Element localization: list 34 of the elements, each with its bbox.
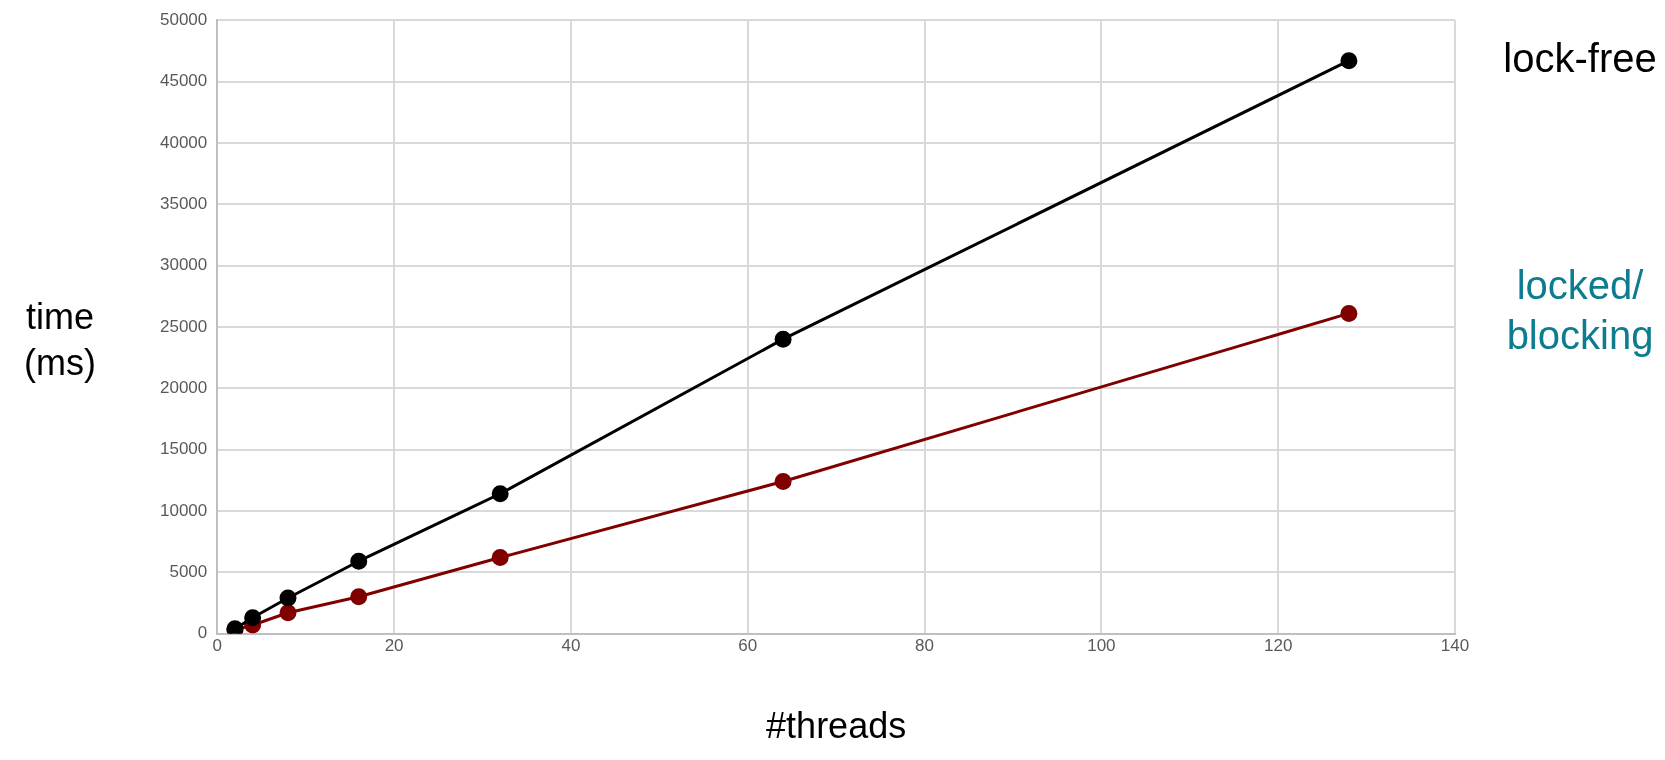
point: [279, 604, 297, 622]
y-tick-label: 40000: [159, 132, 208, 152]
x-tick-label: 0: [212, 636, 223, 656]
x-tick-label: 140: [1440, 636, 1470, 656]
point: [350, 588, 368, 606]
y-tick-label: 0: [197, 623, 208, 643]
y-tick-label: 30000: [159, 255, 208, 275]
point: [774, 472, 792, 490]
point: [350, 552, 368, 570]
x-tick-label: 40: [561, 636, 581, 656]
point: [279, 589, 297, 607]
x-tick-label: 80: [915, 636, 935, 656]
y-tick-label: 20000: [159, 377, 208, 397]
y-tick-label: 35000: [159, 193, 208, 213]
y-tick-label: 10000: [159, 500, 208, 520]
x-tick-label: 120: [1263, 636, 1293, 656]
point: [244, 609, 262, 627]
x-axis-title: #threads: [766, 704, 907, 746]
point: [1340, 52, 1358, 70]
point: [774, 330, 792, 348]
point: [491, 485, 509, 503]
point: [1340, 304, 1358, 322]
point: [491, 549, 509, 567]
x-tick-label: 20: [384, 636, 404, 656]
y-tick-label: 5000: [169, 561, 208, 581]
y-axis-title: time (ms): [24, 295, 96, 383]
y-tick-label: 15000: [159, 439, 208, 459]
x-tick-label: 100: [1087, 636, 1116, 656]
x-tick-label: 60: [738, 636, 758, 656]
text: lock-free: [1503, 35, 1657, 80]
y-tick-label: 45000: [159, 71, 208, 91]
y-tick-label: 50000: [159, 9, 208, 29]
y-tick-label: 25000: [159, 316, 208, 336]
text: locked/blocking: [1506, 263, 1654, 358]
